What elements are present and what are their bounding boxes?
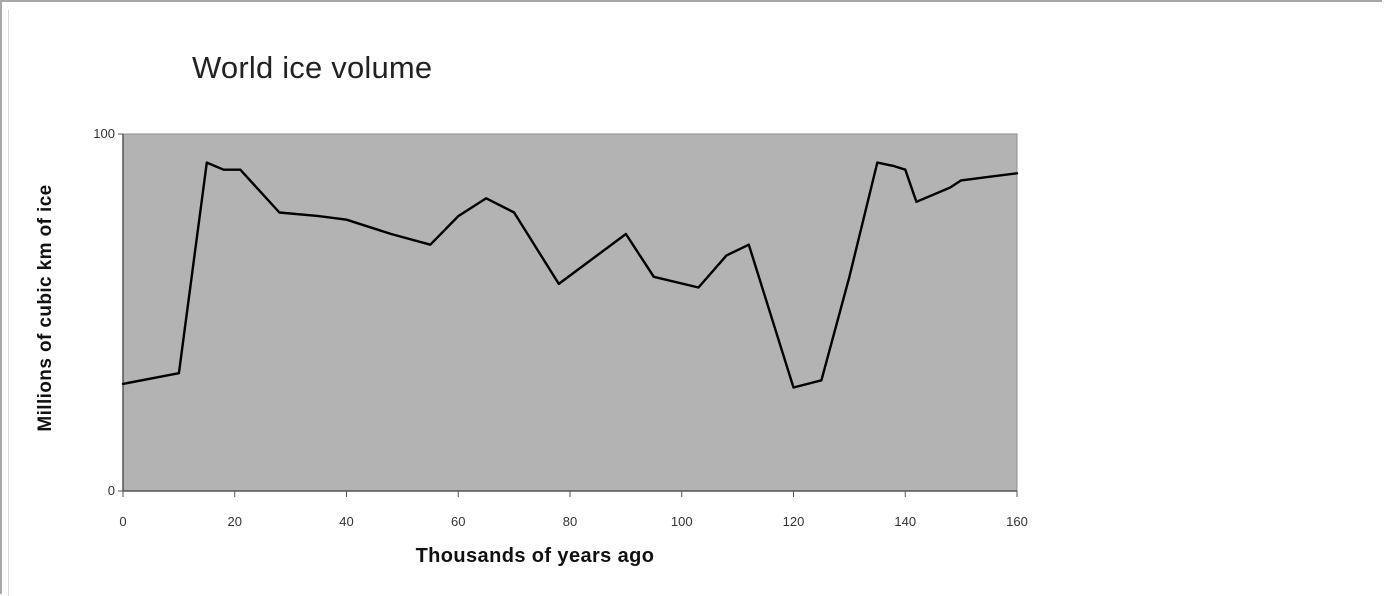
ice-volume-line xyxy=(121,161,1019,389)
chart-title: World ice volume xyxy=(192,50,433,85)
x-tick-label: 60 xyxy=(451,514,465,529)
plot-area xyxy=(122,133,1018,492)
x-tick-label: 100 xyxy=(671,514,693,529)
x-tick-label: 0 xyxy=(119,514,126,529)
x-tick-label: 120 xyxy=(783,514,805,529)
x-tick-label: 140 xyxy=(894,514,916,529)
y-tick-label: 0 xyxy=(108,483,115,498)
x-tick-label: 40 xyxy=(339,514,353,529)
frame-divider xyxy=(8,10,9,596)
x-tick-label: 20 xyxy=(228,514,242,529)
x-tick-label: 80 xyxy=(563,514,577,529)
x-tick-label: 160 xyxy=(1006,514,1028,529)
x-axis-label: Thousands of years ago xyxy=(415,545,655,567)
y-tick-label: 100 xyxy=(93,126,115,141)
